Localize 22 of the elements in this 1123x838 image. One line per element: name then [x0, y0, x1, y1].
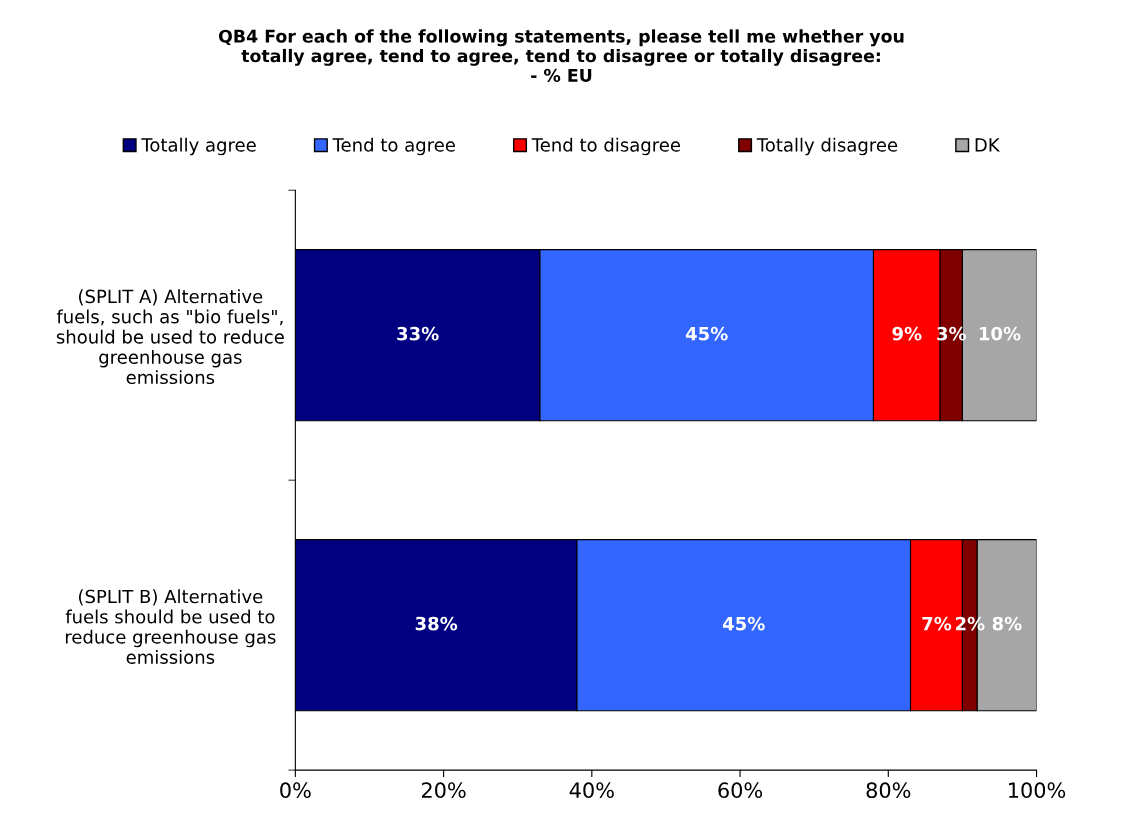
data-label: 45% [722, 616, 765, 631]
x-tick-label: 80% [866, 782, 911, 799]
data-label: 10% [979, 326, 1021, 341]
data-label: 8% [992, 616, 1022, 631]
x-tick-label: 60% [718, 782, 763, 799]
data-label: 7% [922, 616, 952, 631]
legend-label: Totally agree [141, 137, 256, 156]
x-tick-label: 20% [421, 782, 466, 799]
data-label: 33% [397, 326, 439, 341]
legend-label: Tend to agree [332, 137, 455, 156]
y-tick-label: (SPLIT B) Alternative fuels should be used to reduce greenhouse gas emissions [65, 589, 276, 664]
data-label: 45% [685, 326, 728, 341]
legend-label: Tend to disagree [531, 137, 681, 156]
data-label: 9% [892, 326, 922, 341]
legend-label: Totally disagree [756, 137, 898, 156]
data-label: 38% [415, 616, 458, 631]
legend-label: DK [975, 138, 1001, 152]
chart-title: QB4 For each of the following statements, please tell me whether you totally agree, tend to agree, tend to disagree or totally disagree: - % EU [218, 29, 904, 82]
x-tick-label: 0% [280, 782, 311, 799]
x-tick-label: 100% [1009, 782, 1066, 799]
y-tick-label: (SPLIT A) Alternative fuels, such as "bio fuels", should be used to reduce greenhouse gas emissions [56, 289, 284, 385]
x-tick-label: 40% [569, 782, 614, 799]
